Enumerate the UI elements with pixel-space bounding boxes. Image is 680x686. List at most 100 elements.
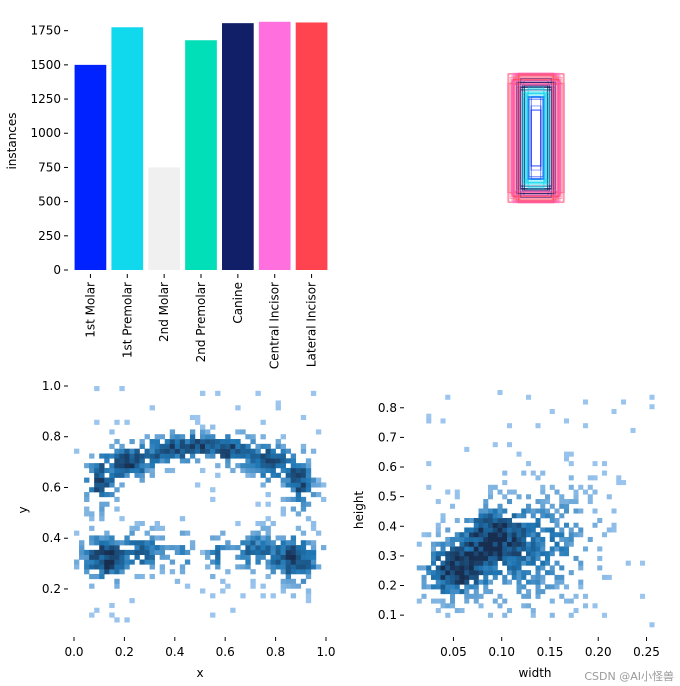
heatmap-cell: [497, 489, 503, 495]
heatmap-cell: [220, 443, 226, 449]
heatmap-cell: [620, 399, 627, 405]
heatmap-cell: [554, 560, 560, 566]
heatmap-cell: [426, 570, 432, 576]
heatmap-cell: [502, 555, 508, 561]
heatmap-cell: [295, 463, 302, 469]
heatmap-cell: [516, 494, 522, 500]
heatmap-cell: [445, 612, 451, 618]
heatmap-cell: [478, 565, 484, 571]
heatmap-cell: [99, 540, 105, 546]
heatmap-cell: [184, 549, 191, 555]
heatmap-cell: [265, 545, 271, 551]
heatmap-cell: [563, 584, 570, 590]
heatmap-cell: [280, 482, 286, 488]
heatmap-cell: [144, 448, 150, 454]
heatmap-cell: [119, 453, 125, 459]
heatmap-cell: [300, 501, 307, 507]
heatmap-cell: [507, 536, 513, 542]
heatmap-cell: [285, 472, 292, 478]
heatmap-cell: [305, 501, 312, 507]
heatmap-cell: [124, 458, 130, 464]
heatmap-cell: [578, 532, 584, 538]
heatmap-cell: [94, 554, 100, 560]
heatmap-cell: [454, 555, 460, 561]
heatmap-cell: [99, 564, 105, 570]
heatmap-cell: [275, 564, 281, 570]
heatmap-cell: [109, 535, 115, 541]
heatmap-cell: [473, 560, 479, 566]
heatmap-cell: [511, 522, 517, 528]
heatmap-cell: [144, 453, 150, 459]
heatmap-cell: [469, 532, 475, 538]
heatmap-cell: [114, 549, 120, 555]
heatmap-cell: [310, 390, 317, 396]
heatmap-cell: [134, 549, 140, 555]
heatmap-cell: [139, 573, 145, 580]
heatmap-cell: [285, 477, 292, 483]
heatmap-cell: [280, 506, 286, 512]
heatmap-cell: [94, 535, 100, 541]
box-outline: [529, 97, 543, 179]
heatmap-cell: [114, 487, 120, 493]
heatmap-cell: [440, 546, 446, 552]
heatmap-cell: [84, 506, 90, 512]
heatmap-cell: [149, 525, 155, 531]
heatmap-cell: [295, 564, 302, 570]
heatmap-cell: [544, 555, 551, 561]
heatmap-cell: [426, 565, 432, 571]
heatmap-cell: [225, 545, 231, 551]
heatmap-cell: [578, 527, 584, 533]
heatmap-cell: [611, 508, 617, 514]
y-tick-label: 1.0: [42, 379, 61, 393]
heatmap-cell: [205, 439, 211, 445]
heatmap-cell: [290, 593, 297, 599]
heatmap-cell: [99, 463, 105, 469]
heatmap-cell: [260, 583, 266, 589]
heatmap-cell: [124, 564, 130, 570]
heatmap-cell: [290, 569, 297, 575]
heatmap-cell: [563, 551, 570, 557]
heatmap-cell: [521, 541, 527, 547]
heatmap-cell: [478, 546, 484, 552]
heatmap-cell: [421, 593, 427, 599]
heatmap-cell: [174, 545, 181, 551]
heatmap-cell: [154, 448, 160, 454]
heatmap-cell: [445, 570, 451, 576]
heatmap-cell: [149, 453, 155, 459]
heatmap-cell: [250, 448, 256, 454]
heatmap-cell: [255, 467, 261, 474]
heatmap-cell: [435, 527, 441, 533]
heatmap-cell: [109, 559, 115, 565]
heatmap-cell: [119, 516, 125, 522]
heatmap-cell: [544, 560, 551, 566]
heatmap-cell: [305, 598, 312, 604]
heatmap-cell: [507, 565, 513, 571]
heatmap-cell: [544, 499, 551, 505]
heatmap-cell: [215, 559, 221, 565]
heatmap-cell: [89, 463, 95, 469]
heatmap-cell: [587, 499, 593, 505]
heatmap-cell: [492, 570, 498, 576]
box-outline: [527, 96, 545, 180]
heatmap-cell: [290, 477, 297, 483]
heatmap-cell: [124, 549, 130, 555]
heatmap-cell: [210, 487, 216, 493]
heatmap-cell: [139, 520, 145, 527]
heatmap-cell: [492, 442, 498, 448]
heatmap-cell: [270, 549, 276, 555]
y-tick-label: 0.4: [378, 519, 397, 533]
heatmap-cell: [104, 530, 110, 536]
heatmap-cell: [516, 513, 522, 519]
heatmap-cell: [210, 439, 216, 445]
heatmap-cell: [84, 477, 90, 483]
y-tick-label: 0.6: [378, 460, 397, 474]
heatmap-cell: [587, 536, 593, 542]
heatmap-cell: [478, 513, 484, 519]
heatmap-cell: [469, 560, 475, 566]
heatmap-cell: [295, 554, 302, 560]
heatmap-cell: [149, 472, 155, 478]
heatmap-cell: [260, 419, 266, 425]
heatmap-cell: [305, 472, 312, 478]
heatmap-cell: [119, 448, 125, 454]
heatmap-cell: [104, 554, 110, 560]
